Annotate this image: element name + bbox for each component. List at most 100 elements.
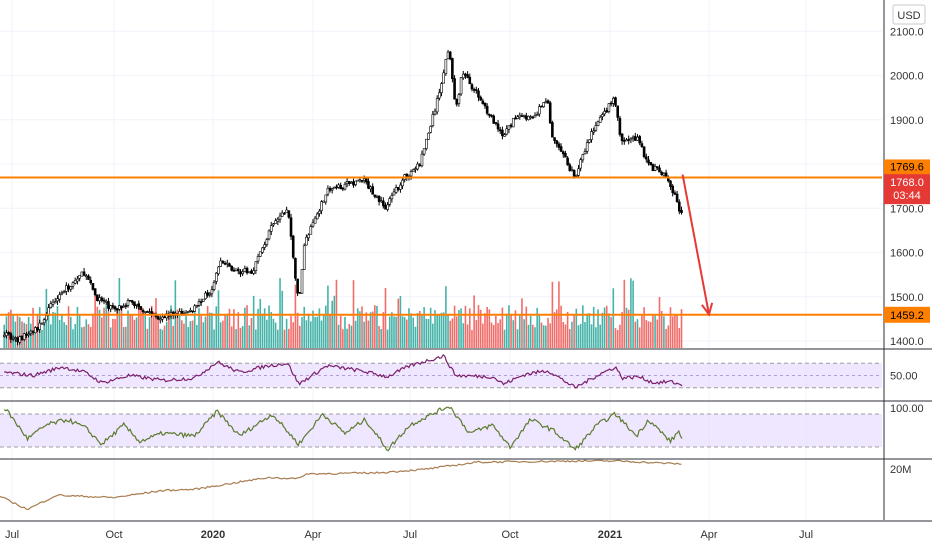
volume-bar [503, 329, 506, 348]
candle-body [444, 59, 448, 74]
candle-body [71, 282, 75, 287]
stoch-tick: 100.00 [890, 403, 924, 415]
candle-body [438, 92, 441, 99]
candle-body [531, 116, 535, 119]
candle-body [470, 84, 474, 90]
volume-bar [440, 312, 443, 348]
volume-bar [643, 307, 645, 348]
volume-bar [215, 306, 218, 348]
candle-body [184, 312, 188, 315]
volume-bar [575, 308, 578, 348]
candle-body [382, 200, 385, 207]
stoch-line [3, 406, 683, 452]
candle-body [601, 114, 604, 117]
level-badge-upper [884, 159, 930, 175]
candle-body [29, 330, 33, 334]
price-tick-1900: 1900.0 [890, 115, 924, 127]
candle-body [492, 115, 495, 124]
candle-body [208, 293, 212, 296]
volume-bar [196, 324, 198, 348]
candle-body [245, 267, 249, 274]
candle-body [232, 269, 236, 272]
volume-bar [285, 318, 288, 348]
level-badge-lower [884, 306, 930, 323]
candle-body [527, 116, 530, 120]
x-tick-7: Apr [700, 529, 717, 541]
volume-bar [619, 324, 621, 348]
volume-bar [114, 319, 116, 348]
volume-bar [492, 324, 495, 348]
volume-bar [560, 305, 562, 348]
candle-body [572, 169, 576, 177]
volume-bar [16, 315, 19, 348]
candle-body [239, 271, 242, 275]
candle-body [409, 171, 413, 177]
candle-body [294, 257, 297, 279]
volume-bar [555, 309, 558, 348]
candle-body [373, 194, 377, 197]
volume-bar [625, 307, 628, 348]
volume-bar [458, 310, 460, 348]
volume-bar [410, 313, 412, 348]
candle-body [25, 333, 28, 336]
candle-body [427, 132, 430, 140]
volume-bar [74, 324, 76, 348]
volume-bar [52, 312, 54, 348]
candle-body [435, 98, 439, 113]
candle-body [375, 196, 379, 198]
candle-body [660, 172, 664, 176]
volume-bar [34, 328, 37, 348]
candle-body [631, 136, 635, 139]
volume-bar [527, 324, 530, 348]
volume-bar [376, 305, 378, 348]
volume-bar [148, 317, 151, 348]
volume-bar [429, 307, 432, 348]
candle-body [69, 286, 73, 290]
volume-bar [516, 329, 519, 348]
volume-bar [50, 324, 52, 348]
price-tick-1700: 1700.0 [890, 203, 924, 215]
candle-body [509, 124, 513, 127]
volume-bar [67, 306, 70, 348]
price-tick-2100: 2100.0 [890, 26, 924, 38]
candle-body [575, 174, 578, 177]
candle-body [300, 269, 304, 294]
candle-body [511, 117, 515, 128]
candle-body [369, 186, 372, 190]
volume-bar [183, 323, 185, 348]
volume-bar [658, 296, 661, 348]
volume-bar [449, 320, 452, 348]
candle-body [390, 195, 394, 200]
volume-bar [252, 295, 255, 348]
candle-body [418, 164, 422, 167]
volume-bar [127, 310, 129, 348]
candle-body [542, 102, 545, 107]
volume-bar [105, 305, 108, 348]
candle-body [234, 268, 238, 271]
candle-body [590, 131, 593, 140]
volume-bar [416, 312, 419, 348]
volume-bar [103, 307, 105, 348]
volume-bar [137, 307, 140, 348]
candle-body [298, 292, 302, 294]
candle-body [507, 125, 511, 130]
candle-body [49, 303, 53, 308]
candle-body [540, 105, 543, 108]
volume-bar [248, 325, 251, 348]
volume-bar [678, 327, 681, 348]
candle-body [130, 300, 134, 303]
volume-bar [614, 328, 617, 348]
candle-body [464, 73, 467, 76]
candle-body [371, 186, 374, 195]
candle-body [206, 292, 209, 296]
candle-body [592, 130, 595, 133]
candle-body [518, 114, 522, 118]
volume-bar [217, 290, 220, 348]
candle-body [100, 297, 104, 301]
candle-body [14, 337, 17, 339]
candle-body [326, 187, 330, 195]
volume-bar [14, 321, 17, 348]
candle-body [180, 311, 184, 315]
